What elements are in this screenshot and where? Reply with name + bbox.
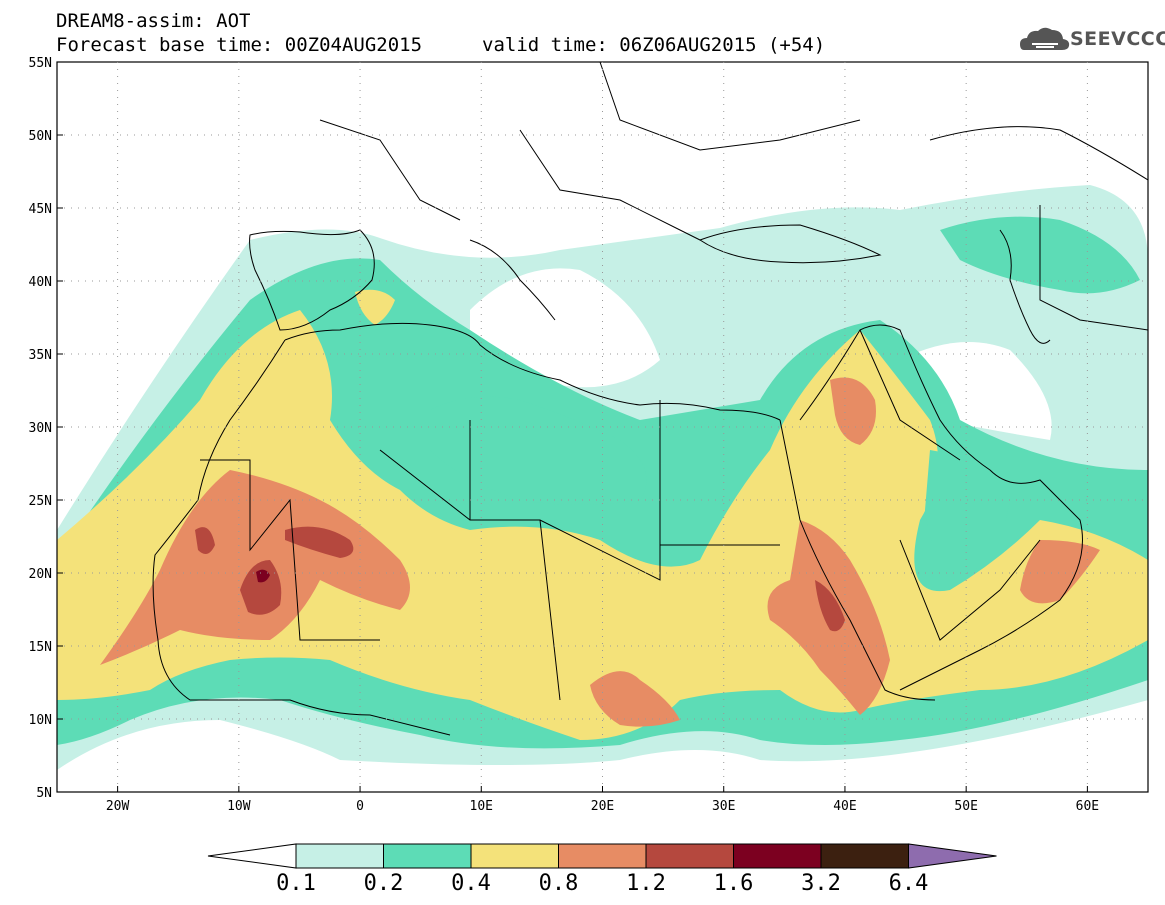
colorbar-label: 0.2 [364,871,404,896]
border-11 [929,126,1148,181]
aot-contour-1.2-senegal [195,527,215,554]
colorbar-label: 0.1 [276,871,316,896]
logo-text: SEEVCCC [1070,28,1165,50]
clear-area [470,268,660,388]
colorbar-segment [733,843,822,869]
lat-tick-label: 10N [29,713,52,728]
colorbar-label: 1.6 [714,871,754,896]
lon-tick-label: 20E [591,799,614,814]
coastline-italy [469,239,556,321]
aot-contour-0.8-chad [590,671,680,727]
lon-tick-label: 30E [712,799,735,814]
coastline-africa-west [152,339,451,736]
lon-tick-label: 60E [1076,799,1099,814]
coastline-arabia [799,324,1083,691]
colorbar-over-triangle [908,843,997,869]
lat-tick-label: 20N [29,567,52,582]
longitude-labels: 20W 10W 0 10E 20E 30E 40E 50E 60E [106,786,1099,814]
colorbar-under-triangle [207,843,297,869]
coastline-redsea [779,419,936,701]
cloud-icon [1020,27,1070,50]
border-7 [859,329,961,461]
lat-tick-label: 30N [29,421,52,436]
colorbar-segment [383,843,472,869]
lat-tick-label: 55N [29,56,52,71]
border-5 [539,519,561,701]
aot-contour-0.8-oman [1020,540,1100,604]
aot-contour-1.2-west [240,560,282,615]
coastline-caspian [999,229,1051,344]
border-10 [599,62,861,151]
aot-field [57,185,1148,792]
aot-contour-0.4-sahara [430,396,647,505]
lat-tick-label: 25N [29,494,52,509]
clear-area-3 [57,700,1148,792]
colorbar-label: 3.2 [801,871,841,896]
lat-tick-label: 15N [29,640,52,655]
colorbar-segment [820,843,909,869]
border-8 [319,119,461,221]
aot-contour-0.4-iberia [355,289,395,325]
colorbar-segment [295,843,384,869]
aot-contour-1.2-mali [285,526,354,558]
border-12 [1039,205,1148,331]
aot-contour-1.6 [256,569,270,583]
colorbar-label: 0.4 [451,871,491,896]
latitude-labels: 55N 50N 45N 40N 35N 30N 25N 20N 15N 10N 5N [29,56,63,801]
lat-tick-label: 5N [36,786,52,801]
aot-contour-0.8-iraq [830,377,876,445]
coastlines [152,62,1148,736]
lon-tick-label: 10W [227,799,251,814]
border-6 [899,539,1041,641]
colorbar-segment [558,843,647,869]
colorbar-label: 6.4 [889,871,929,896]
coastline-blacksea [698,224,882,264]
colorbar-segment [470,843,559,869]
lat-tick-label: 40N [29,275,52,290]
aot-contour-0.4-arabia [925,450,1010,580]
colorbar-label: 0.8 [539,871,579,896]
coastline-europe [249,229,375,331]
lon-tick-label: 40E [833,799,856,814]
lon-tick-label: 50E [954,799,977,814]
colorbar-segment [645,843,734,869]
lon-tick-label: 10E [470,799,493,814]
lon-tick-label: 20W [106,799,130,814]
aot-contour-1.2-redsea [815,580,845,632]
border-1 [200,459,380,641]
colorbar-label: 1.2 [626,871,666,896]
coastline-africa-north [284,322,781,421]
forecast-base-time: Forecast base time: 00Z04AUG2015 [56,34,423,56]
map-title: DREAM8-assim: AOT [56,10,251,32]
lat-tick-label: 45N [29,202,52,217]
valid-time: valid time: 06Z06AUG2015 (+54) [482,34,826,56]
lat-tick-label: 50N [29,129,52,144]
graticule [57,62,1148,792]
lon-tick-label: 0 [356,799,364,814]
colorbar: 0.1 0.2 0.4 0.8 1.2 1.6 3.2 6.4 [207,843,997,896]
border-9 [519,129,701,241]
lat-tick-label: 35N [29,348,52,363]
